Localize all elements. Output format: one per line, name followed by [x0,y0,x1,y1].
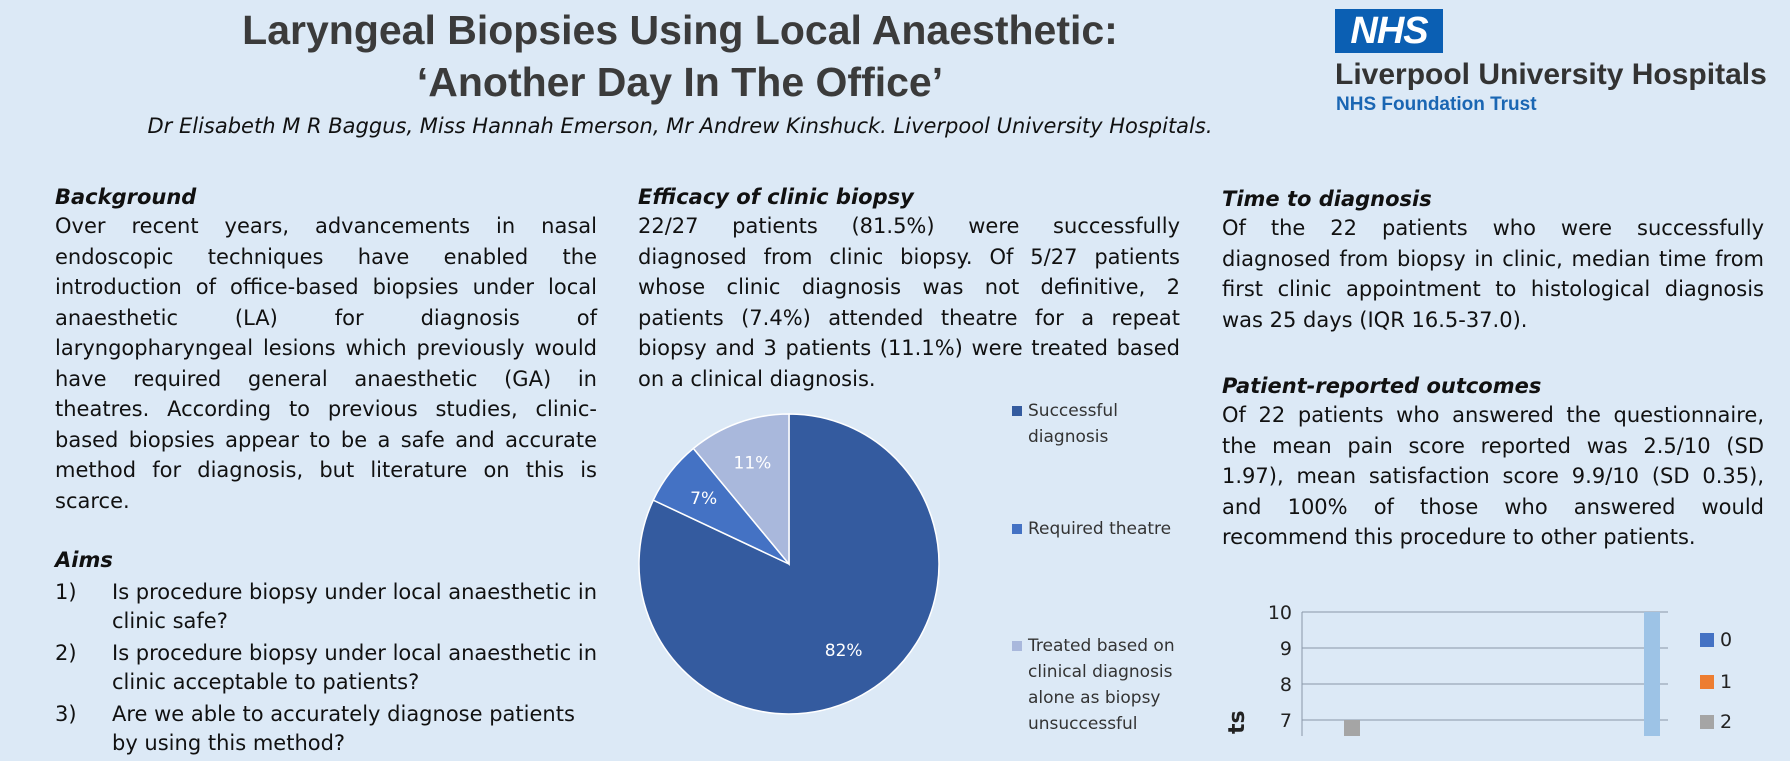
y-tick-label: 10 [1268,602,1292,624]
right-column: Time to diagnosis Of the 22 patients who… [1222,185,1764,553]
aims-heading: Aims [55,548,113,572]
efficacy-pie-chart: 82% 7% 11% [638,413,940,715]
aims-list: 1) Is procedure biopsy under local anaes… [55,578,597,758]
aim-item: 1) Is procedure biopsy under local anaes… [55,578,597,636]
aim-text: Are we able to accurately diagnose patie… [112,702,575,755]
aim-number: 1) [55,580,77,604]
legend-text: unsuccessful [1028,714,1138,734]
legend-text: diagnosis [1028,427,1109,447]
pie-legend-item-successful: Successful diagnosis [1010,398,1190,450]
title-line-2: ‘Another Day In The Office’ [416,59,944,105]
aim-text: Is procedure biopsy under local anaesthe… [112,580,598,633]
efficacy-heading: Efficacy of clinic biopsy [638,185,914,209]
bar-legend-item-2: 2 [1700,711,1732,733]
legend-text: Required theatre [1028,519,1172,539]
legend-swatch [1012,641,1022,651]
pie-label-successful: 82% [825,641,863,661]
aim-item: 3) Are we able to accurately diagnose pa… [55,700,597,758]
authors-line: Dr Elisabeth M R Baggus, Miss Hannah Eme… [147,114,1213,138]
legend-text: clinical diagnosis [1028,662,1173,682]
aim-item: 2) Is procedure biopsy under local anaes… [55,639,597,697]
efficacy-text: 22/27 patients (81.5%) were successfully… [638,214,1180,391]
middle-column: Efficacy of clinic biopsy 22/27 patients… [638,183,1180,394]
outcomes-bar-chart: 10 9 8 7 ts [1225,602,1668,736]
legend-text: 2 [1720,711,1733,733]
pie-slice-treated-clinical [692,413,790,567]
time-to-diagnosis-text: Of the 22 patients who were successfully… [1222,216,1764,332]
bar-legend-item-1: 1 [1700,671,1732,693]
pie-label-required-theatre: 7% [690,489,717,509]
bar-legend-item-0: 0 [1700,629,1732,651]
patient-outcomes-heading: Patient-reported outcomes [1222,374,1542,398]
bar-pain-2 [1344,720,1360,736]
legend-swatch [1012,406,1022,416]
nhs-logo: NHS [1335,9,1443,53]
legend-text: Treated based on [1028,636,1175,656]
y-tick-label: 8 [1280,674,1292,696]
left-column: Background Over recent years, advancemen… [55,183,597,761]
y-tick-label: 9 [1280,638,1292,660]
patient-outcomes-text: Of 22 patients who answered the question… [1222,403,1764,549]
pie-legend-item-required-theatre: Required theatre [1010,516,1190,542]
background-text: Over recent years, advancements in nasal… [55,214,597,513]
title-line-1: Laryngeal Biopsies Using Local Anaesthet… [242,7,1118,53]
legend-swatch [1700,633,1714,647]
aim-text: Is procedure biopsy under local anaesthe… [112,641,598,694]
legend-swatch [1700,715,1714,729]
legend-text: 0 [1720,629,1733,651]
aim-number: 3) [55,702,77,726]
legend-text: Successful [1028,401,1118,421]
trust-subtitle: NHS Foundation Trust [1336,94,1537,115]
legend-swatch [1700,675,1714,689]
trust-name: Liverpool University Hospitals [1335,58,1767,91]
y-tick-label: 7 [1280,710,1292,732]
legend-text: 1 [1720,671,1733,693]
aim-number: 2) [55,641,77,665]
legend-text: alone as biopsy [1028,688,1161,708]
pie-legend-item-treated-clinical: Treated based on clinical diagnosis alon… [1010,633,1190,737]
y-axis-label: ts [1225,710,1250,734]
legend-swatch [1012,524,1022,534]
time-to-diagnosis-heading: Time to diagnosis [1222,187,1432,211]
background-heading: Background [55,185,197,209]
bar-satisfaction-10 [1644,612,1660,736]
pie-label-treated-clinical: 11% [734,453,772,473]
nhs-logo-mark: NHS [1350,10,1428,52]
